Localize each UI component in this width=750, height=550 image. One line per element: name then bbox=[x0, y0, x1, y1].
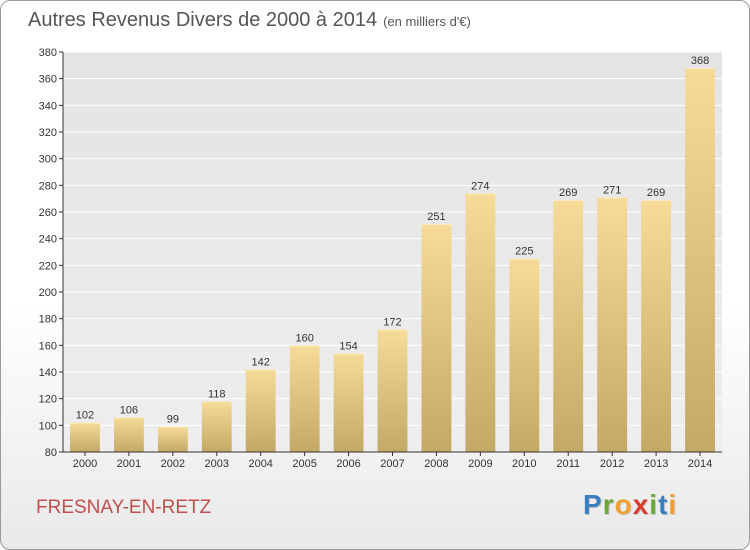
logo-letter: o bbox=[614, 489, 633, 520]
y-tick-label: 220 bbox=[39, 260, 57, 272]
proxiti-logo: Proxiti bbox=[583, 489, 677, 521]
y-tick-label: 340 bbox=[39, 100, 57, 112]
x-tick-label: 2004 bbox=[248, 458, 272, 470]
data-labels: 102 106 99 118 142 160 154 172 251 274 225 269 271 26… bbox=[76, 55, 709, 426]
bar-value-label: 142 bbox=[252, 356, 270, 368]
bar-value-label: 154 bbox=[339, 340, 357, 352]
chart-title: Autres Revenus Divers de 2000 à 2014 (en … bbox=[28, 9, 471, 32]
bar-value-label: 99 bbox=[167, 414, 179, 426]
bar bbox=[597, 197, 628, 452]
title-text: Autres Revenus Divers de 2000 à 2014 bbox=[28, 9, 378, 31]
bar bbox=[157, 426, 188, 452]
logo-letter: P bbox=[583, 489, 603, 520]
bar-value-label: 251 bbox=[427, 211, 445, 223]
y-tick-label: 80 bbox=[45, 447, 57, 459]
y-tick-label: 180 bbox=[39, 314, 57, 326]
x-tick-label: 2007 bbox=[380, 458, 404, 470]
bar-value-label: 160 bbox=[295, 332, 313, 344]
bar bbox=[553, 200, 584, 452]
bar bbox=[377, 329, 408, 452]
x-tick-label: 2000 bbox=[73, 458, 97, 470]
y-tick-label: 380 bbox=[39, 47, 57, 59]
bar-value-label: 269 bbox=[647, 187, 665, 199]
x-tick-label: 2011 bbox=[556, 458, 580, 470]
logo-letter: x bbox=[632, 489, 650, 520]
bar bbox=[465, 193, 496, 453]
logo-letter: r bbox=[602, 489, 615, 520]
x-tick-label: 2003 bbox=[205, 458, 229, 470]
bar bbox=[333, 353, 364, 452]
chart-subtitle: (en milliers d'€) bbox=[383, 14, 471, 29]
x-tick-label: 2010 bbox=[512, 458, 536, 470]
axes bbox=[59, 51, 722, 456]
y-tick-label: 140 bbox=[39, 367, 57, 379]
bar-value-label: 271 bbox=[603, 184, 621, 196]
y-tick-label: 260 bbox=[39, 207, 57, 219]
y-tick-label: 320 bbox=[39, 127, 57, 139]
x-tick-label: 2013 bbox=[644, 458, 668, 470]
logo-letter: i bbox=[668, 489, 678, 520]
x-tick-label: 2014 bbox=[688, 458, 712, 470]
logo-letter: i bbox=[649, 489, 659, 520]
bar bbox=[245, 369, 276, 452]
bar bbox=[641, 200, 672, 452]
y-tick-label: 300 bbox=[39, 154, 57, 166]
y-tick-label: 240 bbox=[39, 234, 57, 246]
x-tick-label: 2002 bbox=[161, 458, 185, 470]
bar-value-label: 269 bbox=[559, 187, 577, 199]
bar-value-label: 368 bbox=[691, 55, 709, 67]
y-tick-label: 120 bbox=[39, 394, 57, 406]
bar bbox=[289, 345, 320, 452]
bars bbox=[70, 68, 715, 453]
x-tick-label: 2005 bbox=[292, 458, 316, 470]
y-tick-labels: 80 100 120 140 160 180 200 220 240 260 280 300 320 34… bbox=[39, 47, 57, 459]
bar bbox=[421, 224, 452, 452]
y-tick-label: 100 bbox=[39, 420, 57, 432]
x-tick-labels: 2000 2001 2002 2003 2004 2005 2006 2007 2008 2009… bbox=[73, 458, 713, 470]
bar bbox=[113, 417, 144, 452]
bar bbox=[685, 68, 715, 452]
x-tick-label: 2009 bbox=[468, 458, 492, 470]
y-tick-label: 160 bbox=[39, 340, 57, 352]
bar bbox=[509, 258, 540, 452]
bar bbox=[70, 422, 100, 452]
bar-value-label: 172 bbox=[383, 316, 401, 328]
x-tick-label: 2001 bbox=[117, 458, 141, 470]
x-tick-label: 2006 bbox=[336, 458, 360, 470]
commune-name: FRESNAY-EN-RETZ bbox=[36, 497, 212, 518]
logo-letter: t bbox=[658, 489, 669, 520]
bar-value-label: 225 bbox=[515, 246, 533, 258]
bar-value-label: 102 bbox=[76, 410, 94, 422]
bar-value-label: 118 bbox=[208, 388, 226, 400]
bar-value-label: 106 bbox=[120, 404, 138, 416]
bar bbox=[201, 401, 232, 452]
y-tick-label: 200 bbox=[39, 287, 57, 299]
x-tick-label: 2012 bbox=[600, 458, 624, 470]
bar-value-label: 274 bbox=[471, 180, 489, 192]
y-tick-label: 280 bbox=[39, 180, 57, 192]
y-tick-label: 360 bbox=[39, 74, 57, 86]
x-tick-label: 2008 bbox=[424, 458, 448, 470]
